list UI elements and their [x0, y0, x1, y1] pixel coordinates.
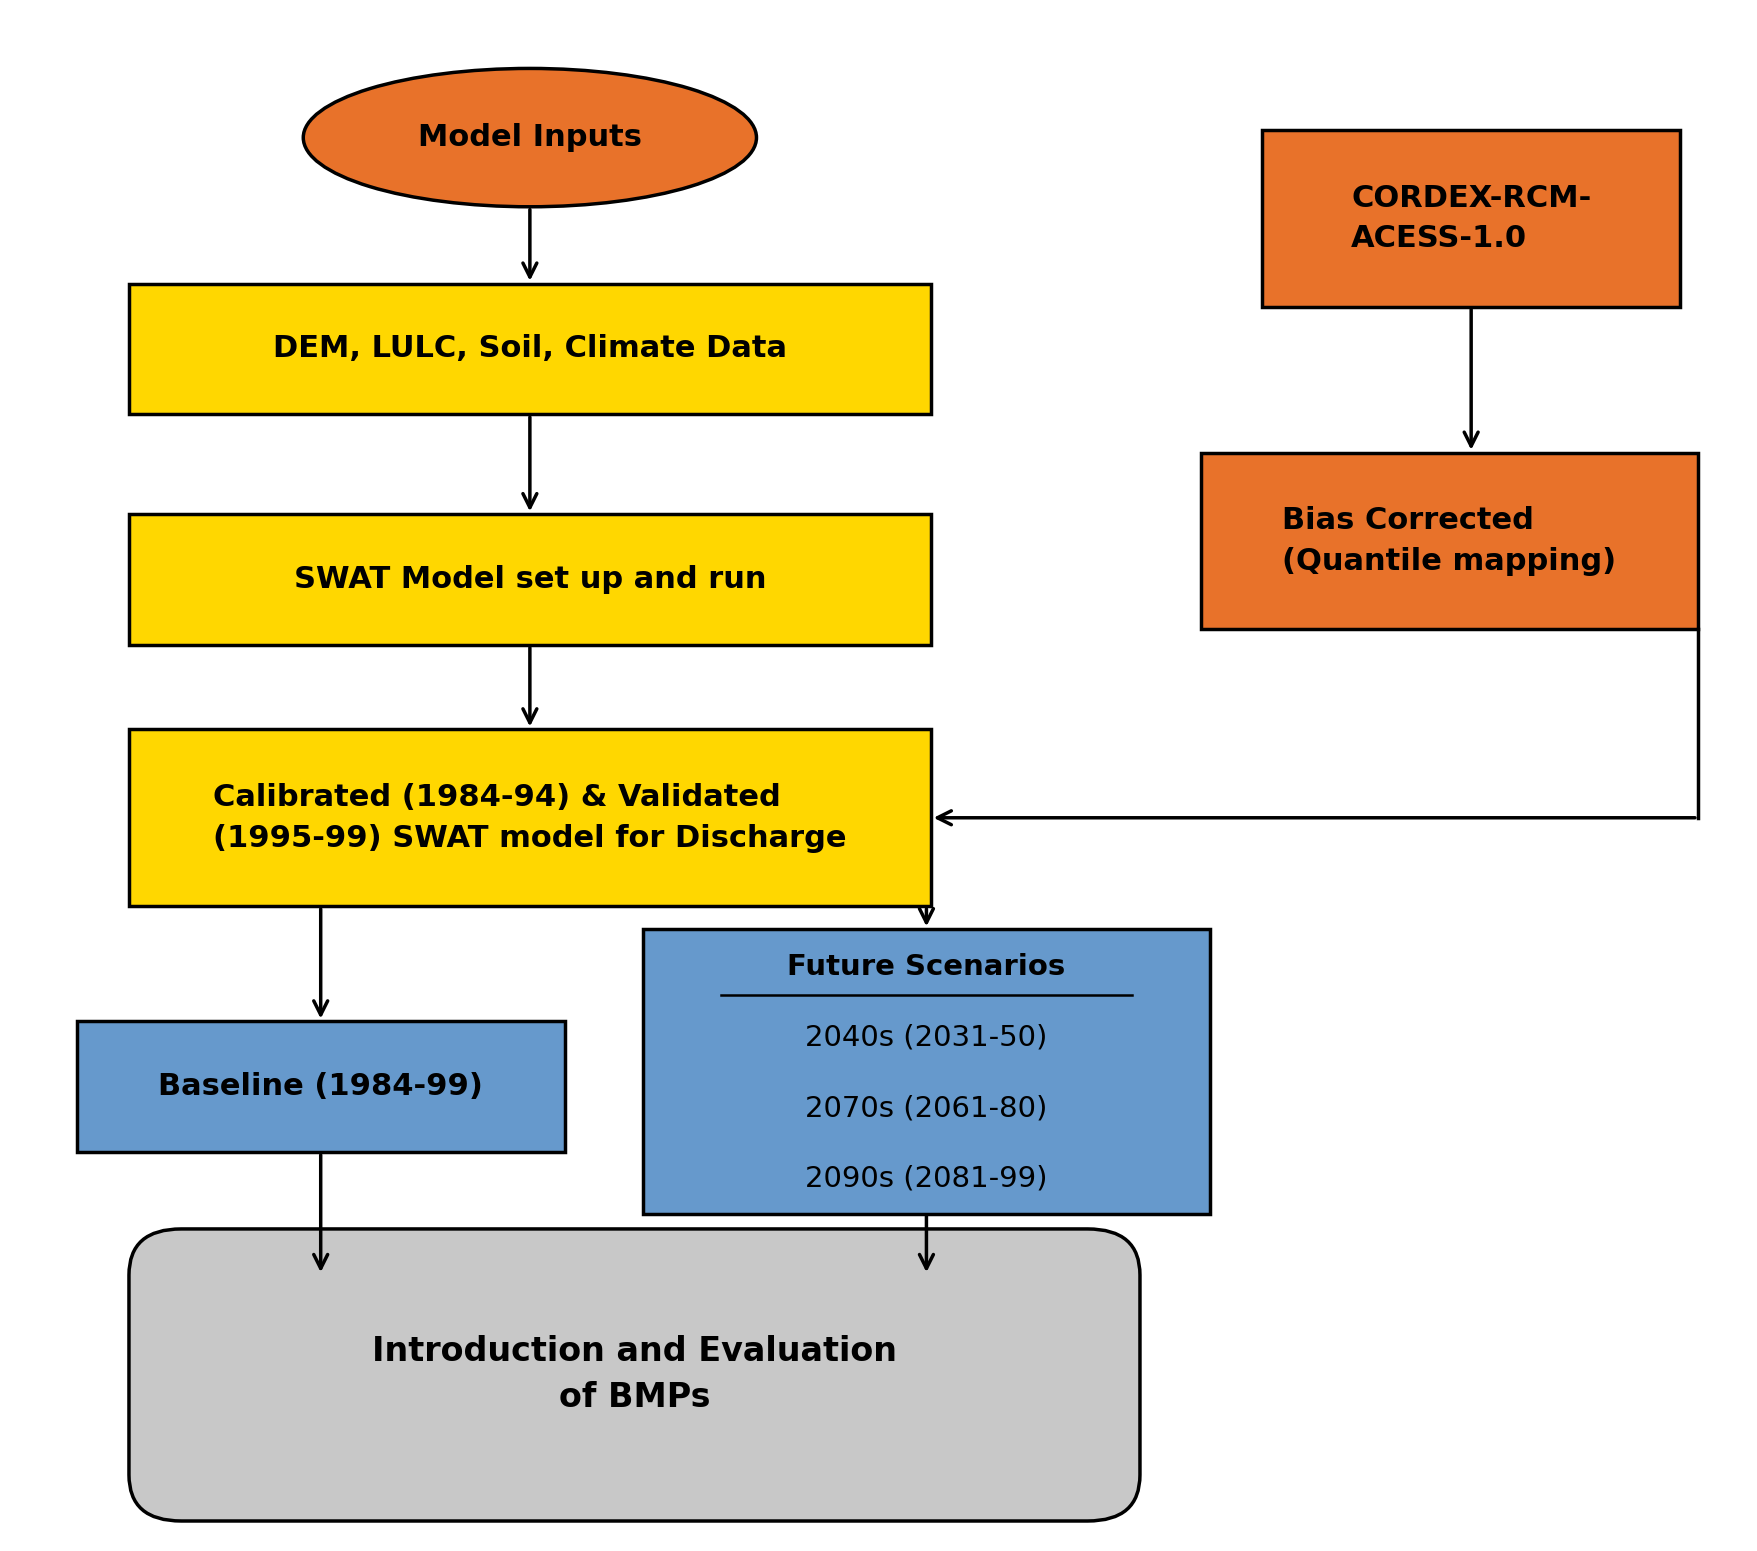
Text: DEM, LULC, Soil, Climate Data: DEM, LULC, Soil, Climate Data — [272, 335, 787, 363]
FancyBboxPatch shape — [128, 284, 931, 414]
Text: Introduction and Evaluation
of BMPs: Introduction and Evaluation of BMPs — [372, 1335, 898, 1415]
FancyBboxPatch shape — [1262, 130, 1680, 307]
Text: CORDEX-RCM-
ACESS-1.0: CORDEX-RCM- ACESS-1.0 — [1351, 183, 1592, 253]
FancyBboxPatch shape — [128, 515, 931, 645]
Ellipse shape — [304, 68, 757, 206]
Text: 2090s (2081-99): 2090s (2081-99) — [805, 1165, 1047, 1193]
Text: Model Inputs: Model Inputs — [418, 123, 641, 152]
Text: 2040s (2031-50): 2040s (2031-50) — [805, 1024, 1047, 1052]
Text: SWAT Model set up and run: SWAT Model set up and run — [293, 565, 766, 594]
Text: 2070s (2061-80): 2070s (2061-80) — [805, 1095, 1047, 1123]
Text: Bias Corrected
(Quantile mapping): Bias Corrected (Quantile mapping) — [1283, 506, 1616, 575]
FancyBboxPatch shape — [128, 1228, 1140, 1522]
FancyBboxPatch shape — [128, 729, 931, 906]
Text: Calibrated (1984-94) & Validated
(1995-99) SWAT model for Discharge: Calibrated (1984-94) & Validated (1995-9… — [213, 783, 847, 853]
FancyBboxPatch shape — [77, 1022, 564, 1152]
Text: Baseline (1984-99): Baseline (1984-99) — [158, 1072, 483, 1101]
FancyBboxPatch shape — [1202, 453, 1697, 630]
Text: Future Scenarios: Future Scenarios — [787, 952, 1065, 980]
FancyBboxPatch shape — [643, 929, 1209, 1213]
